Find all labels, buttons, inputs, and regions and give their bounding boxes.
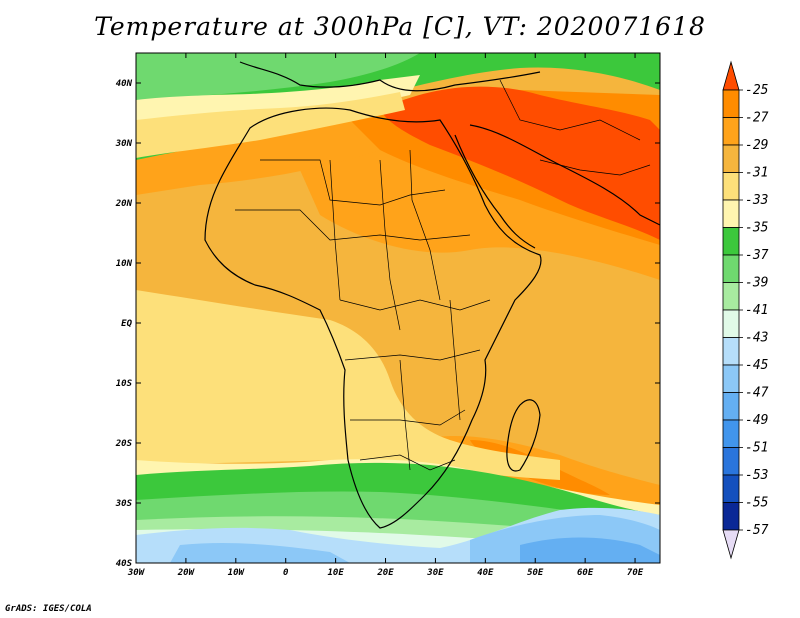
colorbar-swatch — [722, 227, 740, 256]
colorbar-label: -55 — [745, 496, 769, 511]
africa-coastline — [204, 107, 542, 529]
colorbar-label: -27 — [745, 111, 769, 126]
colorbar-swatch — [722, 172, 740, 201]
border-line — [499, 79, 641, 141]
temperature-field — [136, 53, 660, 563]
colorbar-swatch — [722, 502, 740, 531]
border-line — [235, 209, 471, 241]
band-minus-33 — [136, 290, 560, 480]
lon-tick-label: 60E — [577, 568, 594, 578]
border-line — [539, 159, 651, 176]
colorbar-swatch — [722, 447, 740, 476]
lon-tick-label: 10W — [228, 568, 246, 578]
lat-tick-label: 20S — [115, 439, 133, 449]
border-line — [399, 359, 411, 471]
colorbar-label: -37 — [745, 248, 769, 263]
border-line — [409, 149, 441, 301]
lat-tick-label: 30S — [115, 499, 133, 509]
colorbar-swatch — [722, 337, 740, 366]
colorbar-swatch — [722, 89, 740, 118]
colorbar-label: -45 — [745, 358, 769, 373]
lat-tick-label: EQ — [121, 319, 132, 329]
lat-tick-label: 10S — [116, 379, 133, 389]
colorbar-swatch — [722, 282, 740, 311]
colorbar-swatch — [722, 199, 740, 228]
border-line — [350, 409, 466, 426]
colorbar-swatch — [722, 144, 740, 173]
band-minus-25 — [380, 86, 660, 240]
mediterranean-coastline — [239, 61, 541, 92]
colorbar-label: -35 — [745, 221, 769, 236]
lon-tick-label: 50E — [527, 568, 544, 578]
colorbar-label: -53 — [745, 468, 768, 483]
colorbar-top-arrow — [722, 60, 740, 91]
colorbar-swatch — [722, 392, 740, 421]
madagascar-coastline — [506, 399, 541, 472]
country-borders — [235, 79, 651, 471]
colorbar-label: -47 — [745, 386, 769, 401]
lat-tick-label: 20N — [115, 199, 133, 209]
lat-tick-label: 30N — [115, 139, 133, 149]
colorbar-label: -39 — [745, 276, 768, 291]
colorbar-bottom-arrow — [722, 529, 740, 560]
colorbar-swatch — [722, 364, 740, 393]
colorbar-swatch — [722, 309, 740, 338]
border-line — [344, 349, 481, 361]
lon-tick-label: 20E — [376, 568, 394, 578]
colorbar-swatch — [722, 117, 740, 146]
colorbar-label: -41 — [745, 303, 768, 318]
colorbar-swatch — [722, 474, 740, 503]
chart-title: Temperature at 300hPa [C], VT: 202007161… — [94, 12, 706, 41]
band-minus-39-north — [136, 53, 420, 103]
colorbar-label: -29 — [745, 138, 768, 153]
band-minus-49 — [520, 537, 660, 563]
border-line — [379, 159, 401, 331]
lat-tick-label: 40N — [116, 79, 133, 89]
lon-tick-label: 10E — [327, 568, 344, 578]
lon-tick-label: 30E — [426, 568, 444, 578]
colorbar-label: -51 — [745, 441, 768, 456]
colorbar-swatch — [722, 254, 740, 283]
colorbar-label: -43 — [745, 331, 768, 346]
lat-tick-label: 10N — [116, 259, 133, 269]
colorbar-label: -33 — [745, 193, 768, 208]
border-line — [339, 299, 491, 311]
colorbar-swatch — [722, 419, 740, 448]
border-line — [329, 159, 341, 301]
lat-tick-label: 40S — [116, 559, 133, 569]
grads-credit: GrADS: IGES/COLA — [5, 604, 92, 614]
lon-tick-label: 20W — [177, 568, 196, 578]
lon-tick-label: 40E — [477, 568, 494, 578]
lon-tick-label: 0 — [283, 568, 289, 578]
plot-frame — [135, 52, 661, 564]
colorbar-label: -25 — [745, 83, 769, 98]
lon-tick-label: 70E — [627, 568, 644, 578]
red-sea-coastline — [454, 134, 536, 249]
border-line — [359, 454, 456, 471]
colorbar-label: -49 — [745, 413, 768, 428]
colorbar-label: -57 — [745, 523, 769, 538]
border-line — [449, 299, 461, 421]
lon-tick-label: 30W — [127, 568, 146, 578]
border-line — [260, 159, 446, 206]
colorbar-label: -31 — [745, 166, 768, 181]
colorbar: -25 -27 -29 -31 -33 -35 -37 -39 -41 -43 -45 -47 -49 -… — [722, 60, 769, 560]
